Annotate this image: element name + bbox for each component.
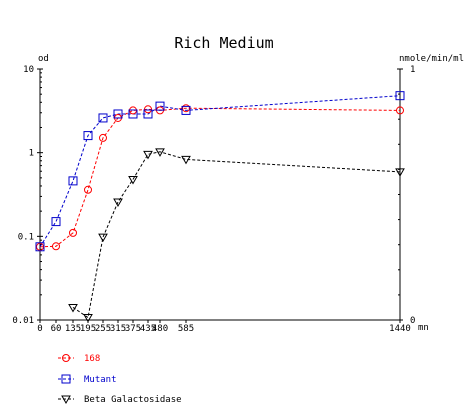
legend-marker-triangle-down: [61, 395, 71, 405]
data-point-triangle-down: [395, 168, 405, 177]
data-point-triangle-down: [128, 175, 138, 185]
data-point-square: [395, 91, 405, 101]
x-tick-label: 255: [95, 324, 111, 334]
data-point-square: [113, 109, 123, 119]
legend-marker-square: [61, 374, 71, 384]
x-tick-label: 585: [178, 324, 194, 334]
data-point-triangle-down: [68, 303, 78, 313]
data-point-square: [83, 131, 93, 141]
data-point-square: [98, 113, 108, 123]
x-tick-label: 375: [125, 324, 141, 334]
data-point-square: [181, 105, 191, 115]
data-point-square: [51, 217, 61, 227]
y-left-tick-label: 0.01: [12, 316, 34, 326]
data-point-triangle-down: [113, 198, 123, 208]
y-left-tick-label: 0.1: [18, 232, 34, 242]
x-tick-label: 0: [37, 324, 42, 334]
data-point-square: [35, 242, 45, 252]
y-left-tick-label: 1: [29, 149, 34, 159]
legend-label: 168: [84, 354, 100, 364]
x-tick-label: 135: [65, 324, 81, 334]
data-point-square: [128, 109, 138, 119]
x-axis-unit-label: mn: [418, 323, 429, 333]
data-point-circle: [69, 228, 77, 237]
data-point-triangle-down: [143, 150, 153, 160]
x-tick-label: 195: [80, 324, 96, 334]
data-point-square: [68, 176, 78, 186]
legend-label: Beta Galactosidase: [84, 395, 182, 405]
data-point-circle: [84, 185, 92, 194]
data-point-triangle-down: [83, 313, 93, 323]
data-point-circle: [144, 105, 152, 114]
x-tick-label: 1440: [389, 324, 411, 334]
legend-label: Mutant: [84, 375, 117, 385]
data-point-triangle-down: [155, 148, 165, 157]
data-point-square: [155, 101, 165, 111]
y-right-axis-label: nmole/min/ml: [399, 54, 464, 64]
y-left-axis-label: od: [38, 54, 49, 64]
x-tick-label: 435: [140, 324, 156, 334]
chart-title: Rich Medium: [174, 34, 273, 52]
data-point-square: [143, 109, 153, 119]
data-point-circle: [396, 106, 404, 115]
legend-marker-circle: [62, 354, 70, 362]
x-tick-label: 60: [51, 324, 62, 334]
data-point-triangle-down: [181, 155, 191, 165]
x-tick-label: 315: [110, 324, 126, 334]
data-point-circle: [99, 133, 107, 142]
y-left-tick-label: 10: [23, 65, 34, 75]
y-right-tick-label: 1: [410, 65, 415, 75]
series-line-triangle-down: [72, 151, 401, 319]
series-line-square: [39, 95, 401, 248]
data-point-circle: [52, 242, 60, 251]
data-point-triangle-down: [98, 233, 108, 243]
x-tick-label: 480: [152, 324, 168, 334]
y-right-tick-label: 0: [410, 316, 415, 326]
